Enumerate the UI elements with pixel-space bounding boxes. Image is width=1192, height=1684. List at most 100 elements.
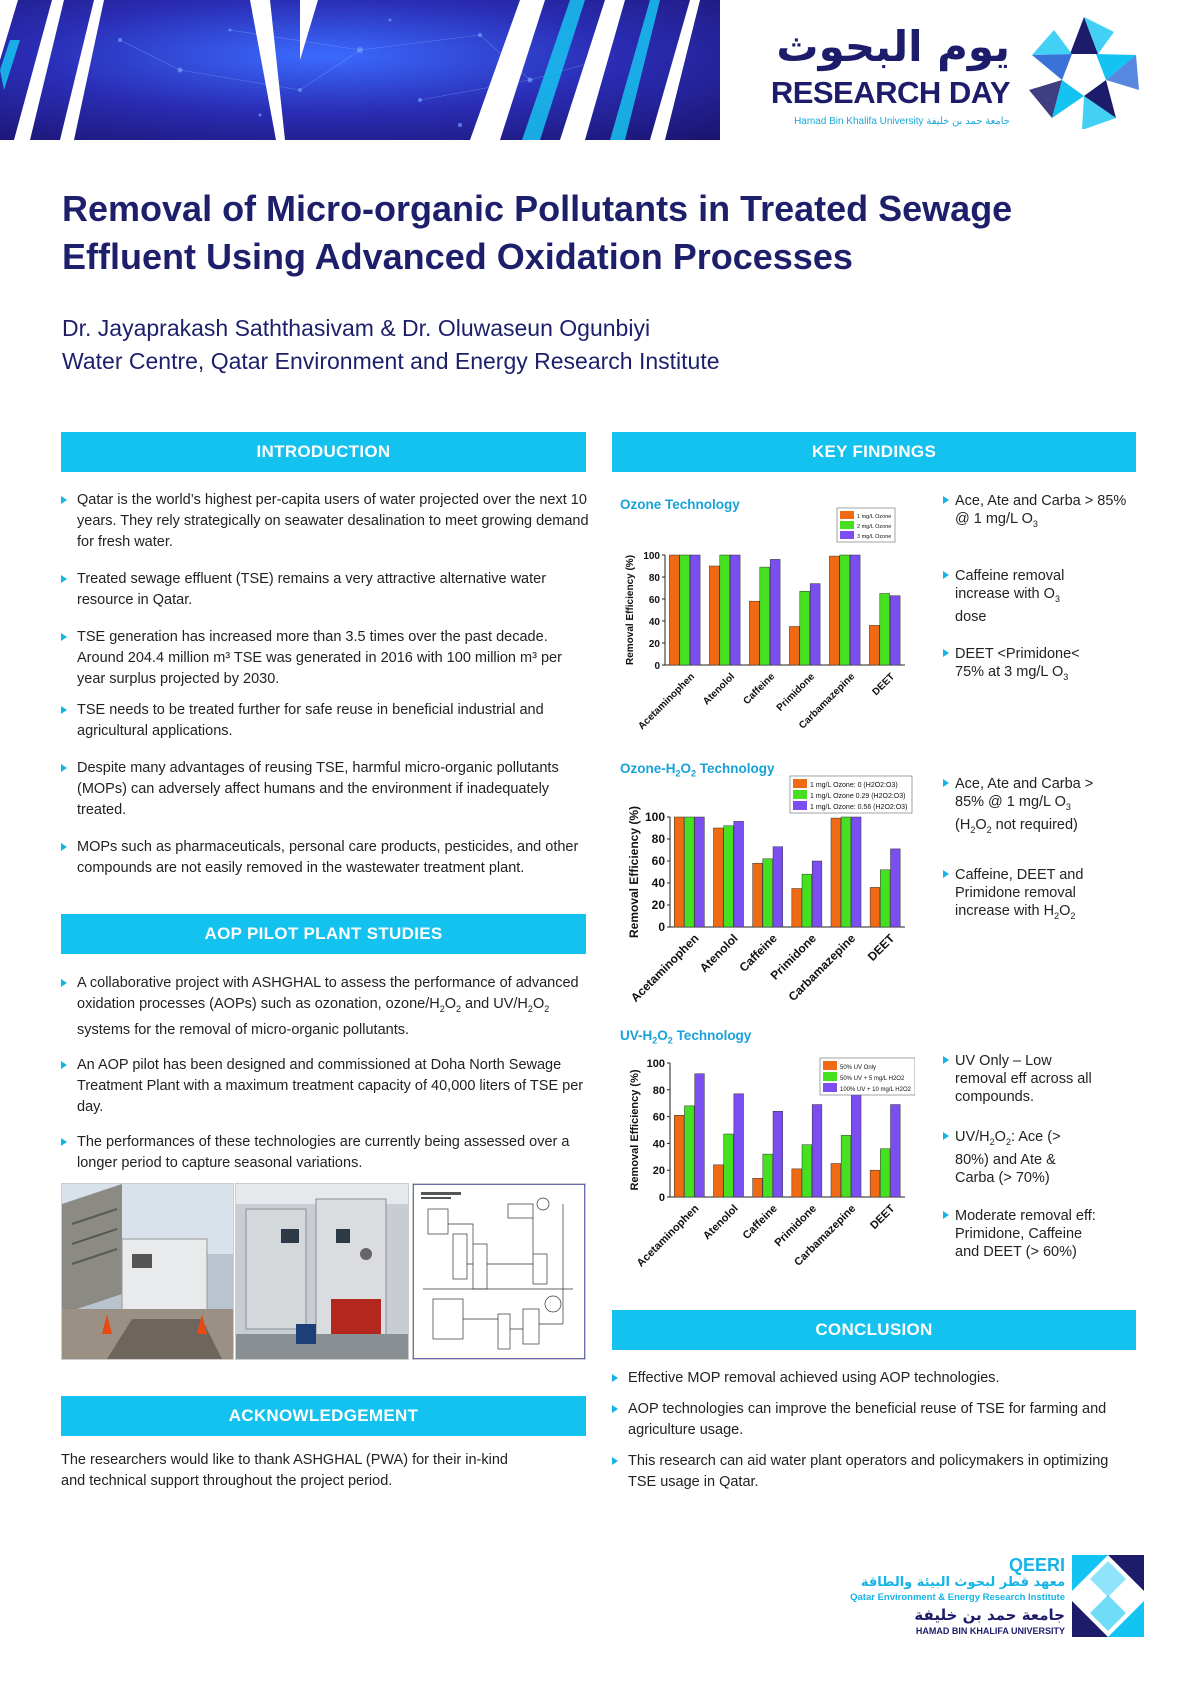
legend-swatch (840, 511, 854, 519)
finding-text: UV/H (955, 1129, 990, 1145)
bar (869, 1169, 881, 1198)
aop-list: A collaborative project with ASHGHAL to … (61, 973, 591, 1174)
aop-bullet: The performances of these technologies a… (61, 1132, 591, 1174)
subscript: 2 (456, 1003, 462, 1014)
legend-label: 1 mg/L Ozone: 0.56 (H2O2:O3) (810, 804, 907, 811)
aop-bullet-text: A collaborative project with ASHGHAL to … (77, 975, 579, 1012)
legend-label: 3 mg/L Ozone (857, 534, 891, 540)
bar (840, 816, 852, 928)
y-tick-label: 0 (658, 920, 665, 934)
subscript: 3 (1032, 518, 1038, 529)
y-tick-label: 20 (653, 1165, 665, 1177)
finding-text: dose (955, 608, 987, 625)
legend-swatch (840, 521, 854, 529)
qeeri-full-name: Qatar Environment & Energy Research Inst… (850, 1592, 1065, 1603)
aop-bullet-text: systems for the removal of micro-organic… (77, 1021, 410, 1038)
finding-text: Ace, Ate and Carba > 85% @ 1 mg/L O (955, 493, 1127, 527)
bar (759, 566, 770, 666)
ozone-removal-chart: Removal Efficiency (%) 0 20 40 60 80 100 Acetam… (625, 507, 905, 732)
bar (801, 1144, 812, 1198)
bar (811, 1104, 823, 1198)
conclusion-bullet: This research can aid water plant operat… (612, 1451, 1132, 1493)
uv-finding-2: UV/H2O2: Ace (> 80%) and Ate & Carba (> … (943, 1128, 1095, 1187)
bar (829, 555, 840, 666)
y-tick-label: 0 (659, 1192, 665, 1204)
finding-text: (H (955, 816, 971, 833)
acknowledgement-heading: ACKNOWLEDGEMENT (61, 1396, 586, 1436)
intro-bullet: TSE generation has increased more than 3… (61, 627, 591, 690)
hbku-arabic-text: جامعة حمد بن خليفة (914, 1606, 1065, 1624)
y-tick-label: 40 (653, 1138, 665, 1150)
bar (684, 816, 695, 928)
conclusion-heading: CONCLUSION (612, 1310, 1136, 1350)
y-axis-label: Removal Efficiency (%) (627, 806, 641, 938)
bar (674, 1115, 685, 1198)
bar (839, 554, 850, 666)
x-category-label: Atenolol (701, 671, 737, 707)
bar (669, 554, 680, 666)
bar (709, 565, 720, 666)
header-banner (0, 0, 720, 140)
authors: Dr. Jayaprakash Saththasivam & Dr. Oluwa… (62, 315, 651, 341)
conclusion-bullet: AOP technologies can improve the benefic… (612, 1399, 1132, 1441)
conclusion-bullet: Effective MOP removal achieved using AOP… (612, 1368, 1132, 1389)
research-day-star-logo (1029, 17, 1139, 129)
affiliation: Water Centre, Qatar Environment and Ener… (62, 348, 720, 374)
ozone-h2o2-removal-chart: Removal Efficiency (%) 0 20 40 60 80 100 Acetam… (627, 775, 913, 1005)
bar (811, 860, 823, 928)
y-tick-label: 40 (652, 876, 666, 890)
bar (733, 1093, 744, 1198)
bar (890, 1104, 901, 1198)
x-category-label: Carbamazepine (786, 931, 859, 1004)
x-category-label: Atenolol (701, 1203, 741, 1243)
aop-bullet-text: O (444, 996, 456, 1012)
y-tick-label: 20 (649, 639, 661, 650)
uv-finding-3: Moderate removal eff: Primidone, Caffein… (943, 1207, 1105, 1261)
uv-h2o2-chart-title: UV-H2O2 Technology (620, 1028, 752, 1046)
subscript: 3 (1063, 671, 1069, 682)
y-tick-label: 80 (653, 1085, 665, 1097)
hbku-english-text: HAMAD BIN KHALIFA UNIVERSITY (915, 1626, 1065, 1636)
finding-text: O (1059, 903, 1071, 919)
bar (723, 825, 734, 928)
finding-text: Caffeine removal increase with O (955, 568, 1065, 602)
finding-text: O (994, 1129, 1006, 1145)
legend-label: 2 mg/L Ozone (857, 524, 891, 530)
intro-bullet: Despite many advantages of reusing TSE, … (61, 758, 591, 821)
intro-bullet: TSE needs to be treated further for safe… (61, 700, 591, 742)
aop-bullet-text: and UV/H (461, 996, 528, 1012)
bar (733, 821, 744, 928)
x-category-label: Acetaminophen (635, 1202, 702, 1269)
legend-swatch (793, 779, 807, 788)
qeeri-geometric-logo (1072, 1555, 1144, 1637)
legend-swatch (793, 790, 807, 799)
legend-swatch (823, 1072, 837, 1081)
bar (689, 554, 701, 666)
bar (713, 1164, 724, 1198)
process-diagram-image (412, 1183, 586, 1360)
bar (869, 625, 880, 666)
finding-text: DEET <Primidone< 75% at 3 mg/L O (955, 646, 1080, 680)
bar (880, 1148, 891, 1198)
poster-title: Removal of Micro-organic Pollutants in T… (62, 188, 1013, 277)
x-category-label: Atenolol (697, 931, 741, 975)
qeeri-arabic-text: معهد قطر لبحوث البيئة والطاقة (860, 1575, 1065, 1590)
ozone-finding-3: DEET <Primidone< 75% at 3 mg/L O3 (943, 645, 1095, 686)
ozone-h2o2-finding-2: Caffeine, DEET and Primidone removal inc… (943, 866, 1095, 925)
subscript: 2 (970, 824, 976, 835)
finding-text: not required) (991, 816, 1078, 833)
bar (762, 858, 773, 928)
bar (851, 816, 862, 928)
introduction-heading: INTRODUCTION (61, 432, 586, 472)
legend-box (789, 775, 913, 814)
bar (849, 554, 861, 666)
pilot-plant-exterior-photo (61, 1183, 234, 1360)
subscript: 3 (1054, 593, 1060, 604)
x-category-label: Acetaminophen (628, 931, 702, 1005)
bar (809, 583, 821, 666)
subscript: 2 (1005, 1136, 1011, 1147)
y-axis-label: Removal Efficiency (%) (625, 555, 636, 665)
logo-arabic-text: يوم البحوث (776, 22, 1010, 71)
ozone-finding-2: Caffeine removal increase with O3 dose (943, 567, 1095, 626)
legend-label: 1 mg/L Ozone 0.29 (H2O2:O3) (810, 793, 905, 800)
